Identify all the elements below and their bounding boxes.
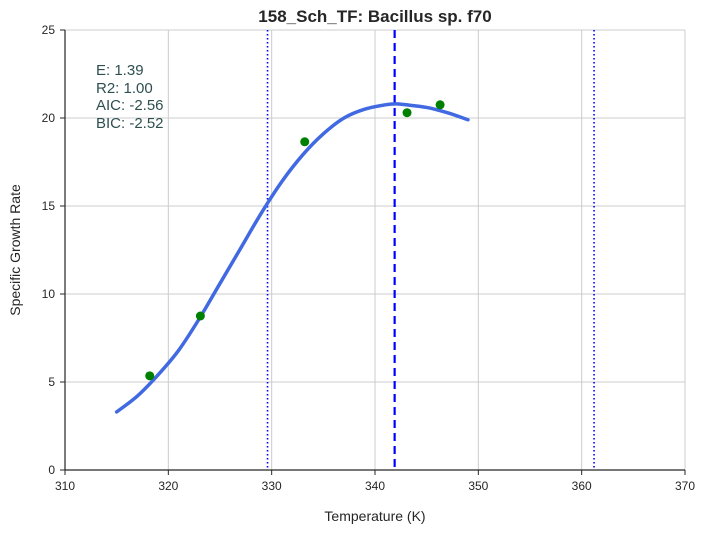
x-tick-label: 310: [55, 479, 75, 493]
y-axis-label: Specific Growth Rate: [7, 184, 23, 316]
y-tick-label: 15: [42, 199, 56, 213]
data-points: [145, 100, 445, 381]
data-point: [435, 100, 445, 110]
x-axis-label: Temperature (K): [324, 508, 425, 524]
y-tick-label: 25: [42, 23, 56, 37]
stat-bic: BIC: -2.52: [96, 115, 164, 132]
data-point: [402, 108, 412, 118]
y-tick-label: 0: [48, 463, 55, 477]
y-tick-label: 10: [42, 287, 56, 301]
tick-labels: 310 320 330 340 350 360 370 0 5 10 15 20 25: [42, 23, 696, 493]
data-point: [300, 137, 310, 147]
x-tick-label: 320: [158, 479, 178, 493]
data-point: [195, 311, 205, 321]
x-tick-label: 350: [468, 479, 488, 493]
x-tick-label: 340: [365, 479, 385, 493]
reference-lines: [266, 30, 595, 470]
y-tick-label: 20: [42, 111, 56, 125]
y-tick-label: 5: [48, 375, 55, 389]
stat-aic: AIC: -2.56: [96, 97, 164, 114]
axes: [60, 29, 686, 475]
stat-e: E: 1.39: [96, 62, 144, 79]
fit-curve-group: [114, 102, 470, 414]
stats-box: E: 1.39 R2: 1.00 AIC: -2.56 BIC: -2.52: [96, 62, 164, 132]
x-tick-label: 370: [675, 479, 695, 493]
grid: [65, 29, 686, 470]
data-point: [145, 371, 155, 381]
stat-r2: R2: 1.00: [96, 80, 153, 97]
chart-title: 158_Sch_TF: Bacillus sp. f70: [258, 7, 491, 26]
x-tick-label: 360: [572, 479, 592, 493]
x-tick-label: 330: [262, 479, 282, 493]
fit-curve: [114, 102, 470, 414]
